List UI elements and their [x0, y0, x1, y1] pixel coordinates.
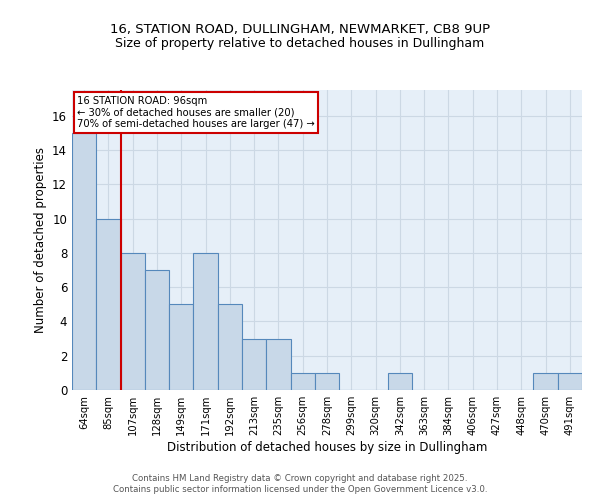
Bar	[290, 373, 315, 390]
Bar	[242, 338, 266, 390]
Bar	[193, 253, 218, 390]
Bar	[121, 253, 145, 390]
Text: Size of property relative to detached houses in Dullingham: Size of property relative to detached ho…	[115, 38, 485, 51]
Bar	[558, 373, 582, 390]
X-axis label: Distribution of detached houses by size in Dullingham: Distribution of detached houses by size …	[167, 441, 487, 454]
Bar	[315, 373, 339, 390]
Bar	[218, 304, 242, 390]
Bar	[145, 270, 169, 390]
Bar	[388, 373, 412, 390]
Text: 16 STATION ROAD: 96sqm
← 30% of detached houses are smaller (20)
70% of semi-det: 16 STATION ROAD: 96sqm ← 30% of detached…	[77, 96, 315, 129]
Bar	[533, 373, 558, 390]
Bar	[169, 304, 193, 390]
Text: 16, STATION ROAD, DULLINGHAM, NEWMARKET, CB8 9UP: 16, STATION ROAD, DULLINGHAM, NEWMARKET,…	[110, 22, 490, 36]
Bar	[96, 218, 121, 390]
Text: Contains HM Land Registry data © Crown copyright and database right 2025.
Contai: Contains HM Land Registry data © Crown c…	[113, 474, 487, 494]
Bar	[72, 133, 96, 390]
Bar	[266, 338, 290, 390]
Y-axis label: Number of detached properties: Number of detached properties	[34, 147, 47, 333]
